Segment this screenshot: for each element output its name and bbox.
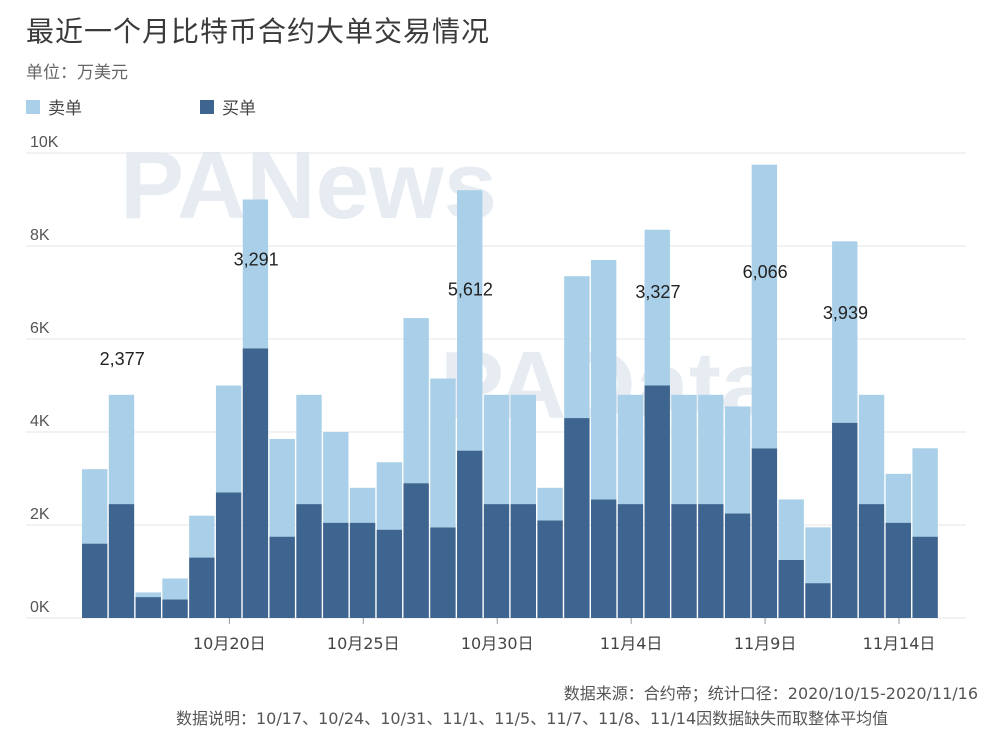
- bar-sell: [751, 164, 778, 449]
- data-label: 3,291: [234, 250, 279, 270]
- y-tick-label: 0K: [30, 599, 50, 616]
- bar-sell: [832, 241, 858, 423]
- legend-item-buy: 买单: [200, 94, 256, 119]
- bar-sell: [617, 394, 644, 505]
- bar-sell: [698, 394, 724, 505]
- bar-buy: [242, 348, 269, 618]
- bar-buy: [323, 522, 349, 618]
- page-title: 最近一个月比特币合约大单交易情况: [26, 15, 491, 48]
- bar-buy: [483, 504, 510, 618]
- bar-buy: [885, 522, 912, 618]
- bar-buy: [376, 529, 403, 618]
- x-tick-label: 10月30日: [461, 634, 534, 653]
- legend: 卖单 买单: [26, 94, 374, 119]
- bar-buy: [349, 522, 376, 618]
- data-label: 2,377: [100, 349, 145, 369]
- bar-buy: [430, 527, 456, 618]
- bar-buy: [108, 504, 135, 618]
- bar-sell: [242, 199, 269, 349]
- y-tick-label: 4K: [30, 413, 50, 430]
- bar-buy: [671, 504, 697, 618]
- data-label: 6,066: [743, 262, 788, 282]
- bar-sell: [564, 276, 590, 419]
- bar-buy: [912, 536, 938, 618]
- bar-buy: [135, 597, 161, 618]
- bar-sell: [189, 515, 215, 558]
- watermark-panews: PANews: [120, 132, 497, 239]
- bar-buy: [162, 599, 188, 618]
- bar-buy: [510, 504, 536, 618]
- bar-buy: [189, 557, 215, 618]
- bar-buy: [82, 543, 108, 618]
- y-tick-label: 10K: [30, 134, 59, 151]
- data-note: 数据说明：10/17、10/24、10/31、11/1、11/5、11/7、11…: [176, 709, 889, 728]
- legend-label-buy: 买单: [222, 99, 256, 119]
- unit-label: 单位：万美元: [26, 63, 128, 83]
- bar-sell: [269, 438, 295, 537]
- bar-buy: [564, 418, 590, 618]
- bar-buy: [617, 504, 644, 618]
- bar-sell: [108, 394, 135, 505]
- bar-sell: [403, 318, 429, 484]
- bar-buy: [858, 504, 885, 618]
- bar-sell: [885, 473, 912, 523]
- bar-buy: [590, 499, 617, 618]
- legend-swatch-buy: [200, 99, 214, 114]
- bar-buy: [296, 504, 322, 618]
- bar-sell: [912, 448, 938, 537]
- bar-sell: [135, 592, 161, 598]
- x-tick-label: 10月25日: [327, 634, 400, 653]
- bar-sell: [590, 259, 617, 500]
- y-tick-label: 6K: [30, 320, 50, 337]
- data-label: 3,939: [823, 303, 868, 323]
- legend-label-sell: 卖单: [48, 99, 82, 119]
- bar-sell: [323, 432, 349, 523]
- x-tick-label: 11月9日: [734, 634, 797, 653]
- bar-buy: [644, 385, 670, 618]
- bar-sell: [483, 394, 510, 505]
- bar-sell: [510, 394, 536, 505]
- data-label: 3,327: [635, 282, 680, 302]
- bar-buy: [724, 513, 751, 618]
- source-note: 数据来源：合约帝；统计口径：2020/10/15-2020/11/16: [563, 684, 978, 703]
- bar-buy: [537, 520, 563, 618]
- bar-sell: [805, 527, 831, 584]
- bar-buy: [805, 583, 831, 618]
- bar-sell: [82, 469, 108, 544]
- bar-buy: [269, 536, 295, 618]
- x-tick-label: 10月20日: [193, 634, 266, 653]
- bar-sell: [376, 462, 403, 530]
- legend-item-sell: 卖单: [26, 94, 82, 119]
- bar-buy: [751, 448, 778, 618]
- bar-buy: [403, 483, 429, 618]
- bar-sell: [724, 406, 751, 514]
- bar-buy: [778, 559, 804, 618]
- bar-sell: [644, 229, 670, 386]
- x-tick-label: 11月4日: [600, 634, 663, 653]
- bar-sell: [457, 190, 483, 451]
- data-labels: 2,377 3,291 5,612 3,327 6,066 3,939: [100, 250, 868, 369]
- bar-sell: [296, 394, 322, 505]
- bar-buy: [698, 504, 724, 618]
- x-tick-label: 11月14日: [863, 634, 936, 653]
- bar-buy: [832, 422, 858, 618]
- bar-sell: [215, 385, 242, 493]
- x-axis: 10月20日 10月25日 10月30日 11月4日 11月9日 11月14日: [193, 618, 935, 653]
- bar-sell: [778, 499, 804, 560]
- y-axis: 0K 2K 4K 6K 8K 10K: [30, 134, 59, 616]
- bar-sell: [537, 487, 563, 521]
- y-tick-label: 2K: [30, 506, 50, 523]
- bars-layer: [82, 164, 938, 618]
- y-tick-label: 8K: [30, 227, 50, 244]
- legend-swatch-sell: [26, 99, 40, 114]
- bar-sell: [671, 394, 697, 505]
- bar-buy: [215, 492, 242, 618]
- bar-sell: [162, 578, 188, 600]
- bar-buy: [457, 450, 483, 618]
- bar-sell: [349, 487, 376, 523]
- data-label: 5,612: [448, 279, 493, 299]
- bar-sell: [858, 394, 885, 505]
- bar-sell: [430, 378, 456, 528]
